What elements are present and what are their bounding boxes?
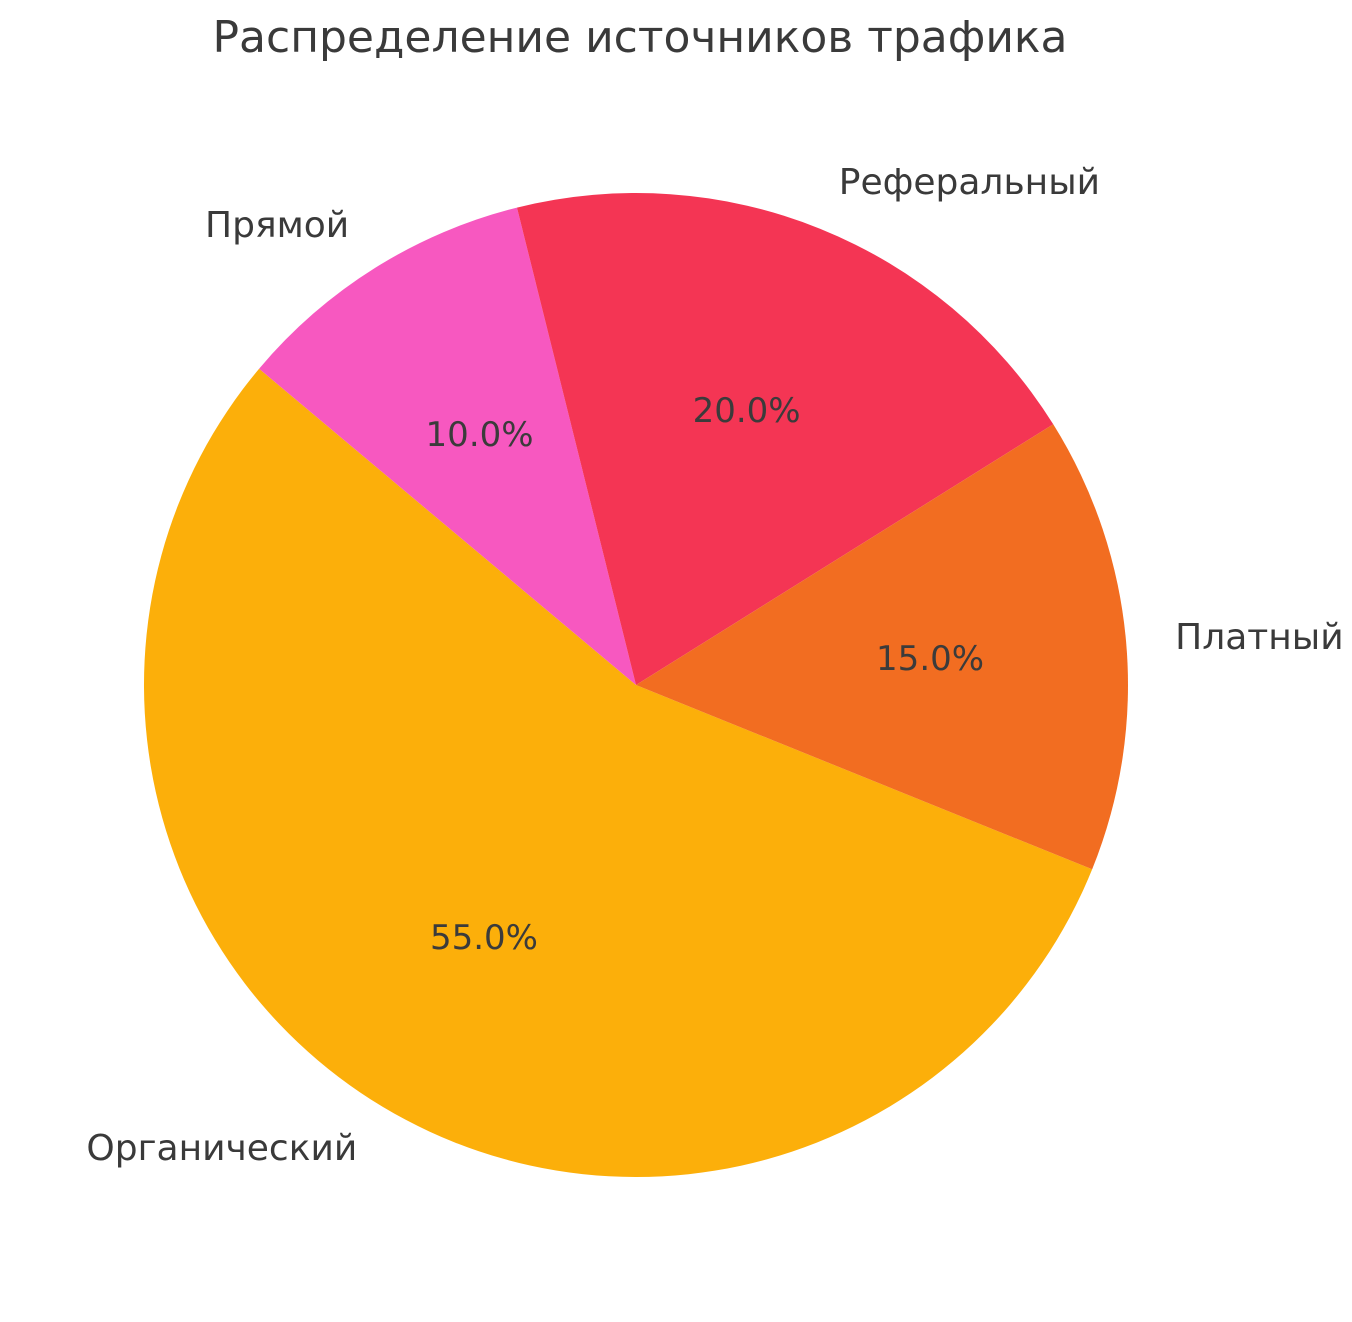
pie-slice bbox=[143, 368, 1093, 1178]
chart-title: Распределение источников трафика bbox=[212, 12, 1068, 63]
pie-slice bbox=[516, 192, 1054, 686]
pie-slice bbox=[259, 207, 636, 686]
pie-slice bbox=[636, 424, 1128, 870]
